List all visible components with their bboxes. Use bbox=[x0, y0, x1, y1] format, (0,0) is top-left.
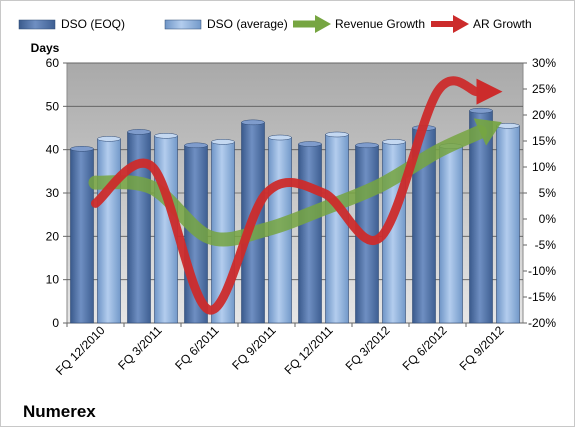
y2-tick-label: 25% bbox=[532, 82, 556, 96]
bar-dso-average bbox=[325, 134, 349, 324]
x-tick-label: FQ 6/2011 bbox=[172, 323, 222, 373]
bar-top bbox=[469, 107, 493, 114]
y-tick-label: 50 bbox=[46, 99, 60, 113]
chart-title: Numerex bbox=[23, 402, 96, 421]
legend-revenue-arrow-icon bbox=[315, 15, 331, 33]
y2-tick-label: -10% bbox=[528, 264, 556, 278]
y2-tick-label: -20% bbox=[528, 316, 556, 330]
bar-top bbox=[70, 146, 94, 152]
y2-tick-label: 30% bbox=[532, 56, 556, 70]
bar-top bbox=[355, 142, 379, 149]
y2-tick-label: 5% bbox=[539, 186, 557, 200]
bar-dso-eoq bbox=[70, 148, 94, 324]
x-tick-label: FQ 12/2010 bbox=[53, 323, 108, 378]
bar-top bbox=[382, 139, 406, 145]
legend-label: Revenue Growth bbox=[335, 17, 425, 31]
bar-top bbox=[325, 131, 349, 138]
y-tick-label: 0 bbox=[52, 316, 59, 330]
y2-tick-label: 0% bbox=[539, 212, 557, 226]
legend-ar-arrow-icon bbox=[453, 15, 469, 33]
x-tick-label: FQ 9/2012 bbox=[457, 323, 507, 373]
y2-tick-label: 15% bbox=[532, 134, 556, 148]
bar-top bbox=[154, 133, 178, 139]
y-axis-title: Days bbox=[31, 41, 60, 55]
x-tick-label: FQ 3/2012 bbox=[343, 323, 393, 373]
bar-dso-eoq bbox=[298, 143, 322, 324]
bar-top bbox=[97, 136, 121, 142]
bar-dso-average bbox=[496, 125, 520, 324]
bar-dso-average bbox=[439, 145, 463, 324]
legend-label: DSO (EOQ) bbox=[61, 17, 125, 31]
y2-tick-label: 10% bbox=[532, 160, 556, 174]
bar-top bbox=[211, 139, 235, 145]
ar-growth-arrowhead bbox=[476, 78, 503, 105]
bar-top bbox=[241, 119, 265, 126]
ar-growth-line bbox=[91, 76, 481, 315]
y-tick-label: 10 bbox=[46, 273, 60, 287]
y-tick-label: 40 bbox=[46, 143, 60, 157]
y-tick-label: 30 bbox=[46, 186, 60, 200]
bar-top bbox=[298, 141, 322, 147]
revenue-growth-arrowhead bbox=[473, 118, 502, 146]
x-tick-label: FQ 12/2011 bbox=[282, 323, 336, 377]
x-tick-label: FQ 9/2011 bbox=[229, 323, 279, 373]
legend-label: AR Growth bbox=[473, 17, 532, 31]
y-tick-label: 20 bbox=[46, 229, 60, 243]
y2-tick-label: 20% bbox=[532, 108, 556, 122]
bar-top bbox=[127, 129, 151, 135]
y2-tick-label: -5% bbox=[535, 238, 557, 252]
bar-top bbox=[268, 134, 292, 141]
y-tick-label: 60 bbox=[46, 56, 60, 70]
bar-dso-average bbox=[97, 138, 121, 324]
x-tick-label: FQ 3/2011 bbox=[115, 323, 165, 373]
legend-swatch-dso-average bbox=[164, 19, 202, 30]
revenue-growth-line bbox=[88, 125, 487, 247]
x-tick-label: FQ 6/2012 bbox=[400, 323, 450, 373]
legend-label: DSO (average) bbox=[207, 17, 288, 31]
y2-tick-label: -15% bbox=[528, 290, 556, 304]
legend-swatch-dso-eoq bbox=[18, 19, 56, 30]
bar-top bbox=[184, 142, 208, 149]
